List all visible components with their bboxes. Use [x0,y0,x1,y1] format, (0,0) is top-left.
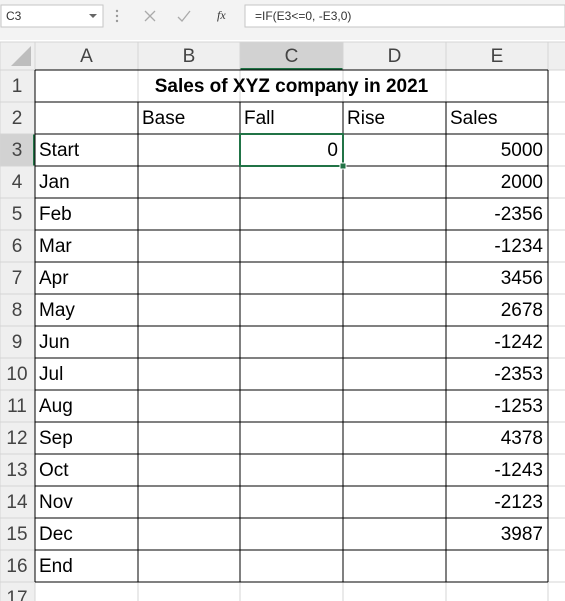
row-header: 2 [12,108,23,129]
month-label: May [39,300,75,321]
month-label: Jun [39,332,70,353]
row-header: 1 [12,76,23,97]
row-header: 10 [6,364,27,385]
month-label: Apr [39,268,69,289]
column-header: E [491,46,504,67]
sales-value: 4378 [501,428,543,449]
month-label: Aug [39,396,73,417]
formula-text: =IF(E3<=0, -E3,0) [255,9,351,23]
column-label: Fall [244,108,275,129]
row-header: 11 [7,396,27,417]
separator-dot [115,19,119,23]
row-header: 12 [6,428,27,449]
separator-dot [115,9,119,13]
insert-function-button[interactable]: fx [217,8,226,22]
active-column-header [240,42,343,70]
row-header: 15 [6,524,27,545]
sales-value: -2356 [494,204,543,225]
month-label: Start [39,140,80,161]
row-header: 13 [6,460,27,481]
row-header: 9 [12,332,23,353]
month-label: Jul [39,364,63,385]
row-header: 16 [6,556,27,577]
sales-value: -1234 [494,236,543,257]
active-row-header [0,134,35,166]
month-label: Feb [39,204,72,225]
separator-dot [115,14,119,18]
row-header: 14 [6,492,28,513]
sales-value: -1243 [494,460,543,481]
month-label: Oct [39,460,69,481]
sales-value: 3987 [501,524,543,545]
row-header: 8 [12,300,23,321]
selected-cell [239,133,344,167]
formula-input[interactable] [244,4,565,28]
fall-value: 0 [327,140,338,161]
name-box-dropdown[interactable] [89,14,97,18]
column-label: Sales [450,108,498,129]
row-header: 4 [12,172,23,193]
column-header: D [388,46,402,67]
sales-value: 5000 [501,140,543,161]
column-header: C [285,46,299,67]
select-all[interactable] [11,46,31,66]
month-label: Sep [39,428,73,449]
sales-value: 3456 [501,268,543,289]
sheet-title: Sales of XYZ company in 2021 [155,76,429,97]
sales-value: -1242 [494,332,543,353]
row-header: 6 [12,236,23,257]
name-box[interactable] [0,4,104,28]
sales-value: 2000 [501,172,543,193]
sales-value: -1253 [494,396,543,417]
column-label: Base [142,108,185,129]
month-label: Jan [39,172,70,193]
column-label: Rise [347,108,385,129]
row-header: 3 [12,140,23,161]
sales-value: 2678 [501,300,543,321]
row-header: 17 [6,588,27,601]
cancel-button[interactable] [144,10,156,22]
enter-button[interactable] [177,10,191,22]
month-label: Nov [39,492,73,513]
row-header: 7 [12,268,23,289]
month-label: End [39,556,73,577]
column-header: A [80,46,93,67]
sales-value: -2353 [494,364,543,385]
month-label: Dec [39,524,73,545]
column-header: B [183,46,196,67]
sales-value: -2123 [494,492,543,513]
row-header: 5 [12,204,23,225]
month-label: Mar [39,236,72,257]
name-box-text: C3 [6,9,22,23]
fill-handle [339,162,347,170]
